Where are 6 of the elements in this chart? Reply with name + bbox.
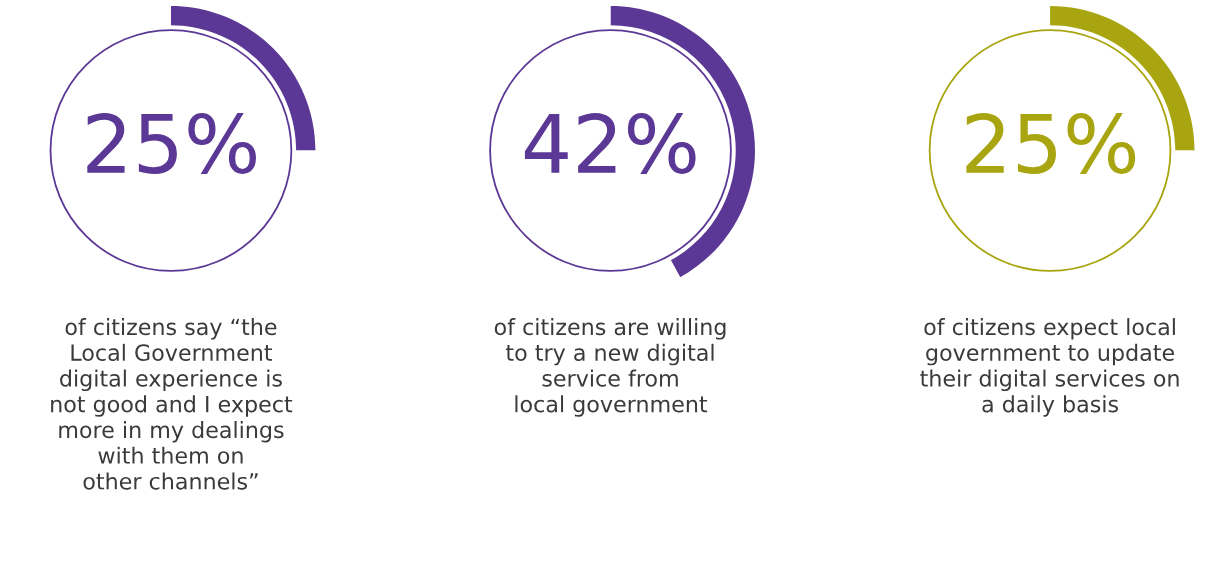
text: of citizens are willing to try a new digital service from local government <box>494 318 726 417</box>
data-label: 25% <box>966 112 1136 174</box>
data-label: 42% <box>524 112 696 174</box>
text: of citizens say “the Local Government digital experience is not good and I expect more in my dealings with them on other channels” <box>51 318 293 490</box>
text: of citizens expect local government to update their digital services on a daily basis <box>920 318 1179 417</box>
data-label: 25% <box>87 112 257 174</box>
